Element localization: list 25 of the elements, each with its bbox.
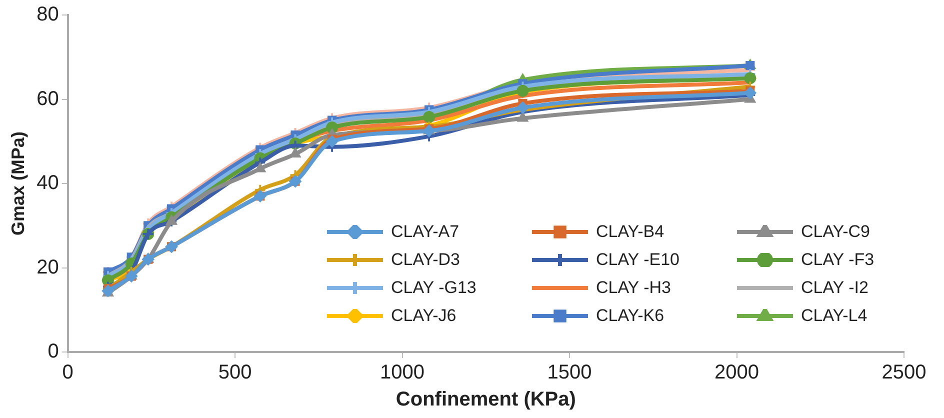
- x-tick-label: 2000: [714, 362, 760, 384]
- legend-label: CLAY -E10: [596, 250, 680, 270]
- legend-label: CLAY-K6: [596, 306, 664, 326]
- x-tick-label: 1000: [380, 362, 425, 384]
- y-tick-label: 80: [36, 4, 59, 26]
- legend-label: CLAY -H3: [596, 278, 671, 298]
- x-tick-label: 1500: [547, 362, 592, 384]
- legend-label: CLAY-A7: [391, 222, 460, 242]
- x-tick-label: 0: [62, 362, 74, 384]
- legend-label: CLAY -F3: [801, 250, 874, 270]
- y-tick-label: 20: [36, 256, 59, 278]
- y-axis-title: Gmax (MPa): [8, 131, 28, 236]
- y-tick-label: 40: [36, 172, 59, 194]
- x-tick-label: 2500: [882, 362, 926, 384]
- y-tick-label: 0: [48, 340, 59, 363]
- y-tick-label: 60: [36, 88, 59, 110]
- legend-label: CLAY -I2: [801, 278, 868, 298]
- legend-label: CLAY-L4: [801, 306, 868, 326]
- x-tick-label: 500: [218, 362, 252, 384]
- x-axis-title: Confinement (KPa): [396, 388, 576, 411]
- legend-label: CLAY-D3: [391, 250, 460, 270]
- legend-label: CLAY-J6: [391, 306, 456, 326]
- legend-label: CLAY-B4: [596, 222, 664, 242]
- legend-label: CLAY -G13: [391, 278, 476, 298]
- legend-label: CLAY-C9: [801, 222, 870, 242]
